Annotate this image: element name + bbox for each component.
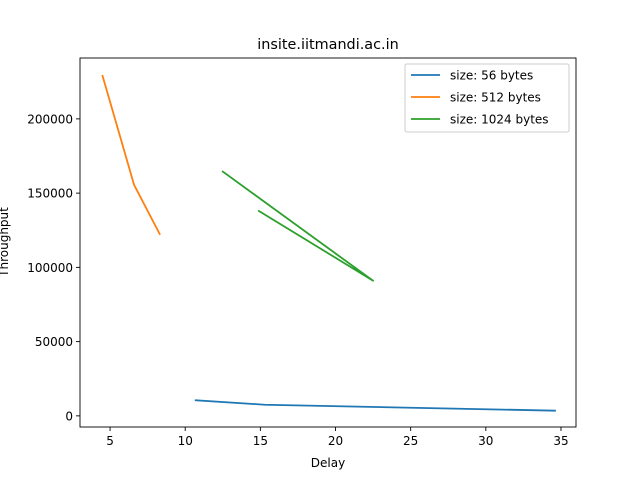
legend-label-3: size: 1024 bytes [450, 113, 549, 127]
series-line-3 [221, 170, 374, 282]
series-line-1 [194, 399, 556, 412]
series-line-2 [101, 74, 161, 236]
x-tick-label: 10 [178, 434, 193, 448]
legend-label-2: size: 512 bytes [450, 91, 541, 105]
plot-frame [79, 57, 577, 428]
axes-layer: 5 10 15 20 25 30 35 0 50000 100000 150000 200000 [27, 112, 568, 448]
y-tick-label: 150000 [27, 187, 73, 201]
x-tick-label: 25 [403, 434, 418, 448]
y-axis-label: Throughput [0, 207, 11, 278]
x-axis-label: Delay [311, 456, 345, 470]
x-tick-label: 20 [328, 434, 343, 448]
x-tick-label: 35 [553, 434, 568, 448]
plot-layer [101, 74, 556, 412]
legend: size: 56 bytes size: 512 bytes size: 1024 … [404, 63, 570, 133]
y-tick-label: 200000 [27, 112, 73, 126]
x-tick-label: 15 [253, 434, 268, 448]
x-tick-label: 30 [478, 434, 493, 448]
y-tick-label: 0 [65, 409, 73, 423]
chart-title: insite.iitmandi.ac.in [257, 37, 398, 53]
legend-label-1: size: 56 bytes [450, 69, 533, 83]
x-tick-label: 5 [106, 434, 114, 448]
y-tick-label: 100000 [27, 261, 73, 275]
y-tick-label: 50000 [35, 335, 73, 349]
legend-frame [404, 63, 570, 133]
